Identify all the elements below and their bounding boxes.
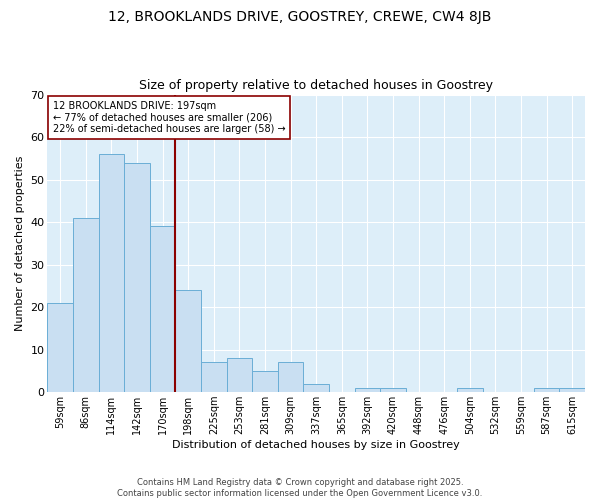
Bar	[175, 290, 201, 392]
Y-axis label: Number of detached properties: Number of detached properties	[15, 156, 25, 331]
Text: 12, BROOKLANDS DRIVE, GOOSTREY, CREWE, CW4 8JB: 12, BROOKLANDS DRIVE, GOOSTREY, CREWE, C…	[109, 10, 491, 24]
Text: Contains HM Land Registry data © Crown copyright and database right 2025.
Contai: Contains HM Land Registry data © Crown c…	[118, 478, 482, 498]
Bar	[252, 371, 278, 392]
Bar	[559, 388, 585, 392]
Bar	[380, 388, 406, 392]
Bar	[124, 162, 150, 392]
Bar	[150, 226, 175, 392]
Bar	[278, 362, 304, 392]
Bar	[227, 358, 252, 392]
Bar	[304, 384, 329, 392]
X-axis label: Distribution of detached houses by size in Goostrey: Distribution of detached houses by size …	[172, 440, 460, 450]
Text: 12 BROOKLANDS DRIVE: 197sqm
← 77% of detached houses are smaller (206)
22% of se: 12 BROOKLANDS DRIVE: 197sqm ← 77% of det…	[53, 100, 286, 134]
Bar	[47, 303, 73, 392]
Title: Size of property relative to detached houses in Goostrey: Size of property relative to detached ho…	[139, 79, 493, 92]
Bar	[98, 154, 124, 392]
Bar	[457, 388, 482, 392]
Bar	[534, 388, 559, 392]
Bar	[73, 218, 98, 392]
Bar	[201, 362, 227, 392]
Bar	[355, 388, 380, 392]
